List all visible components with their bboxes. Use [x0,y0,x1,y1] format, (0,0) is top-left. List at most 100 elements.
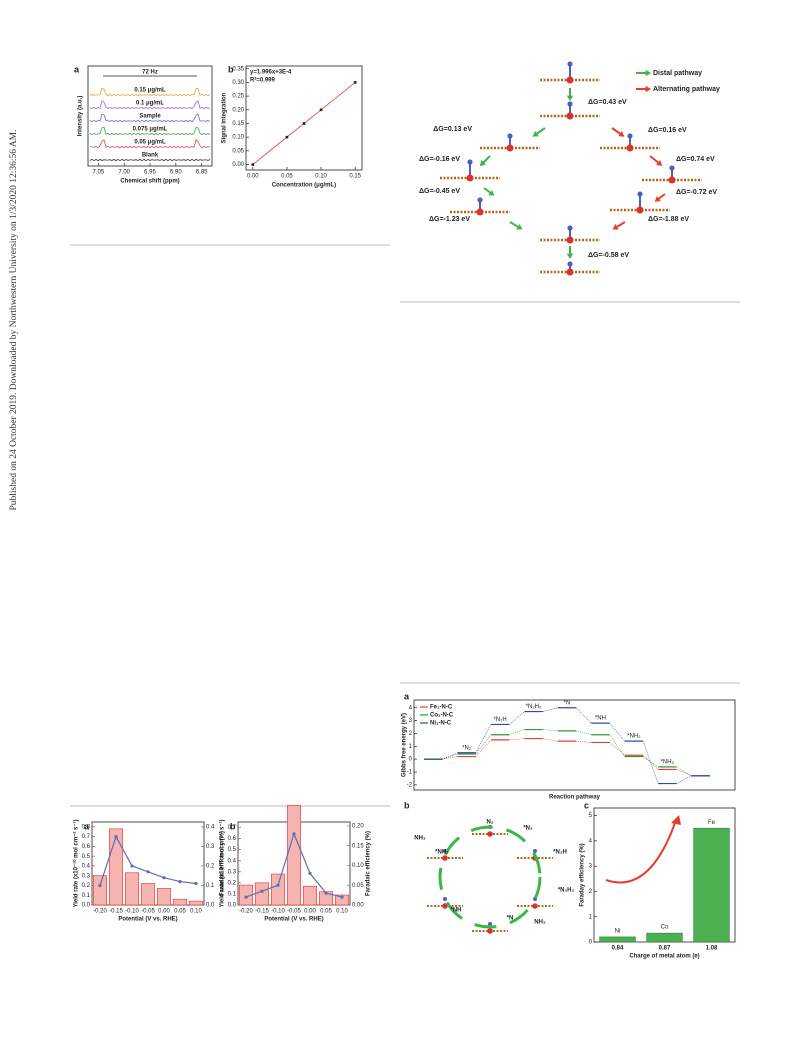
bar [254,882,270,906]
tick-label: 0.87 [659,946,671,952]
metal-atom [532,903,538,909]
tick-label: 0.30 [232,80,244,86]
metal-atom [668,176,676,184]
tick-label: 0.10 [336,909,348,915]
connector [676,775,692,784]
species-label: *N₂ [523,826,533,832]
n-atom [477,197,483,203]
tick-label: 0.3 [206,844,215,850]
species-label: *N₂H₂ [558,888,575,894]
metal-atom [566,268,574,276]
trend-arrow [605,819,677,884]
tick-label: 0.05 [174,909,186,915]
tick-label: 0.4 [206,824,215,830]
bar [92,875,108,906]
arrow-head [654,196,661,202]
tick-label: 0.0 [206,903,215,909]
r-squared: R²=0.999 [250,77,276,84]
tick-label: 0.05 [232,148,244,154]
data-point [353,81,357,84]
tick-label: 1.08 [706,946,718,952]
axis-label: Yield rate (x10⁻¹⁰ mol cm⁻² s⁻¹) [73,819,80,907]
metal-atom [566,76,574,84]
plot-frame [413,699,736,791]
step-energy: ΔG=-0.72 eV [676,189,717,196]
tick-label: 0.7 [82,834,91,840]
tick-label: 0.6 [228,836,237,842]
n-atom [567,261,573,267]
tick-label: 0.8 [82,824,91,830]
axis-label: Potential (V vs. RHE) [118,917,177,923]
arrow-head [532,131,539,137]
tick-label: 0.3 [228,869,237,875]
trace-label: 0.05 μg/mL [134,140,166,146]
metal-atom [566,236,574,244]
arrow-head [612,224,619,230]
legend-label: Distal pathway [653,70,702,77]
trace-label: Blank [142,153,159,159]
data-point [302,122,306,125]
connector [542,738,558,742]
bar [334,894,350,906]
tick-label: 0.35 [232,66,244,72]
tick-label: 1 [589,914,593,920]
tick-label: -0.20 [93,909,107,915]
step-energy: ΔG=-0.16 eV [419,156,460,163]
species-label: *N [507,916,514,922]
metal-atom [636,206,644,214]
spectrum-trace [89,100,211,110]
tick-label: 0 [589,940,593,946]
connector [509,729,525,735]
bar [693,827,730,943]
trace-label: Sample [139,114,161,120]
species-label: *N₂H [553,850,567,856]
tick-label: 6.90 [170,170,182,176]
axis-label: Faraday efficiency (%) [580,843,586,906]
metal-atom [466,174,474,182]
n-atom [507,133,513,139]
step-energy: ΔG=-1.88 eV [648,216,689,223]
tick-label: 0.2 [228,880,237,886]
tick-label: -0.05 [141,909,155,915]
plot-frame [245,65,363,171]
species-label: N₂ [487,820,494,826]
fe-point [244,895,248,899]
metal-atom [442,855,448,861]
tick-label: 3 [409,718,413,724]
metal-atom [476,208,484,216]
connector [475,734,492,755]
spectrum-trace [89,87,211,97]
tick-label: -2 [407,782,413,788]
tick-label: -0.20 [239,909,253,915]
tick-label: -0.10 [125,909,139,915]
tick-label: 0.10 [315,174,327,180]
connector [542,707,558,712]
panel-label: b [230,821,236,831]
legend-label: Alternating pathway [653,86,720,93]
panel-label: b [228,64,234,74]
data-point [251,163,255,166]
tick-label: 0.10 [232,135,244,141]
tick-label: 4 [589,838,593,844]
tick-label: -0.15 [255,909,269,915]
panel-label: a [84,821,90,831]
tick-label: 2 [589,889,593,895]
trend-arrow-head [671,815,681,825]
species-label: *N₂H₂ [526,704,542,710]
panel-label: b [404,800,410,810]
connector [542,729,558,732]
n-atom [467,159,473,165]
side-note: Published on 24 October 2019. Downloaded… [9,129,19,510]
tick-label: 0.2 [206,864,215,870]
metal-atom [506,144,514,152]
connector [509,738,525,741]
n-atom [637,191,643,197]
n-atom [567,101,573,107]
spectrum-trace [89,113,211,123]
arrow-head [479,160,486,167]
bar [140,883,156,906]
axis-label: Concentration (μg/mL) [272,183,336,189]
bar [108,828,124,906]
n-atom [443,897,447,901]
